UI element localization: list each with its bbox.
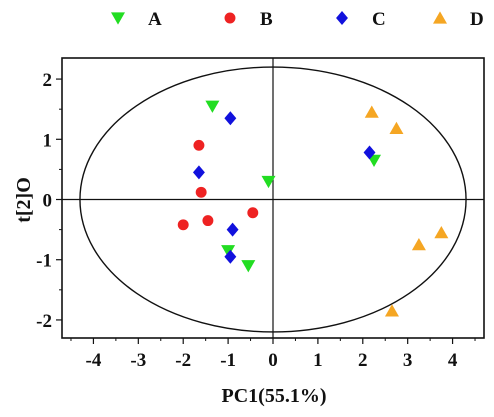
plot-content <box>62 58 484 338</box>
y-tick-label: 0 <box>43 191 53 212</box>
x-tick-label: 2 <box>358 350 368 371</box>
data-point-c-3 <box>363 145 376 160</box>
legend-marker-b <box>224 12 236 24</box>
data-point-d-3 <box>411 238 426 251</box>
data-point-c-4 <box>226 222 239 237</box>
legend-label-a: A <box>148 9 162 30</box>
data-point-c-2 <box>192 165 205 180</box>
data-point-c-1 <box>224 111 237 126</box>
data-point-b-1 <box>193 139 205 151</box>
data-point-b-3 <box>177 219 189 231</box>
data-point-d-5 <box>384 304 399 317</box>
x-tick-label: 4 <box>448 350 458 371</box>
data-point-c-5 <box>224 249 237 264</box>
y-tick-label: 1 <box>43 130 53 151</box>
y-axis-ticks: 2 1 0 -1 -2 <box>36 70 62 332</box>
data-point-b-4 <box>202 215 214 227</box>
y-tick-label: -1 <box>36 251 52 272</box>
x-axis-ticks: -4 -3 -2 -1 0 1 2 3 4 <box>70 338 476 371</box>
x-tick-label: -2 <box>175 350 191 371</box>
legend-label-c: C <box>372 9 386 30</box>
data-point-d-4 <box>434 225 449 239</box>
x-tick-label: -3 <box>130 350 146 371</box>
x-tick-label: 1 <box>313 350 323 371</box>
data-point-d-1 <box>364 105 379 118</box>
confidence-ellipse <box>79 66 467 333</box>
data-point-a-1 <box>205 100 220 113</box>
legend-marker-a <box>111 12 125 25</box>
y-tick-label: 2 <box>43 70 53 91</box>
y-axis-title: t[2]O <box>13 177 35 223</box>
legend-label-d: D <box>470 9 484 30</box>
data-point-a-2 <box>261 175 276 189</box>
legend: A B C D <box>111 9 484 30</box>
x-tick-label: 3 <box>403 350 413 371</box>
x-tick-label: 0 <box>268 350 278 371</box>
data-point-a-4 <box>221 245 236 258</box>
y-tick-label: -2 <box>36 311 52 332</box>
data-point-a-5 <box>241 260 256 273</box>
x-axis-title: PC1(55.1%) <box>222 385 327 407</box>
legend-marker-c <box>336 11 348 25</box>
data-point-d-2 <box>389 121 404 135</box>
data-point-b-2 <box>195 186 207 198</box>
data-point-b-5 <box>247 207 259 219</box>
x-tick-label: -4 <box>86 350 102 371</box>
x-tick-label: -1 <box>220 350 236 371</box>
legend-marker-d <box>433 11 447 24</box>
legend-label-b: B <box>260 9 273 30</box>
